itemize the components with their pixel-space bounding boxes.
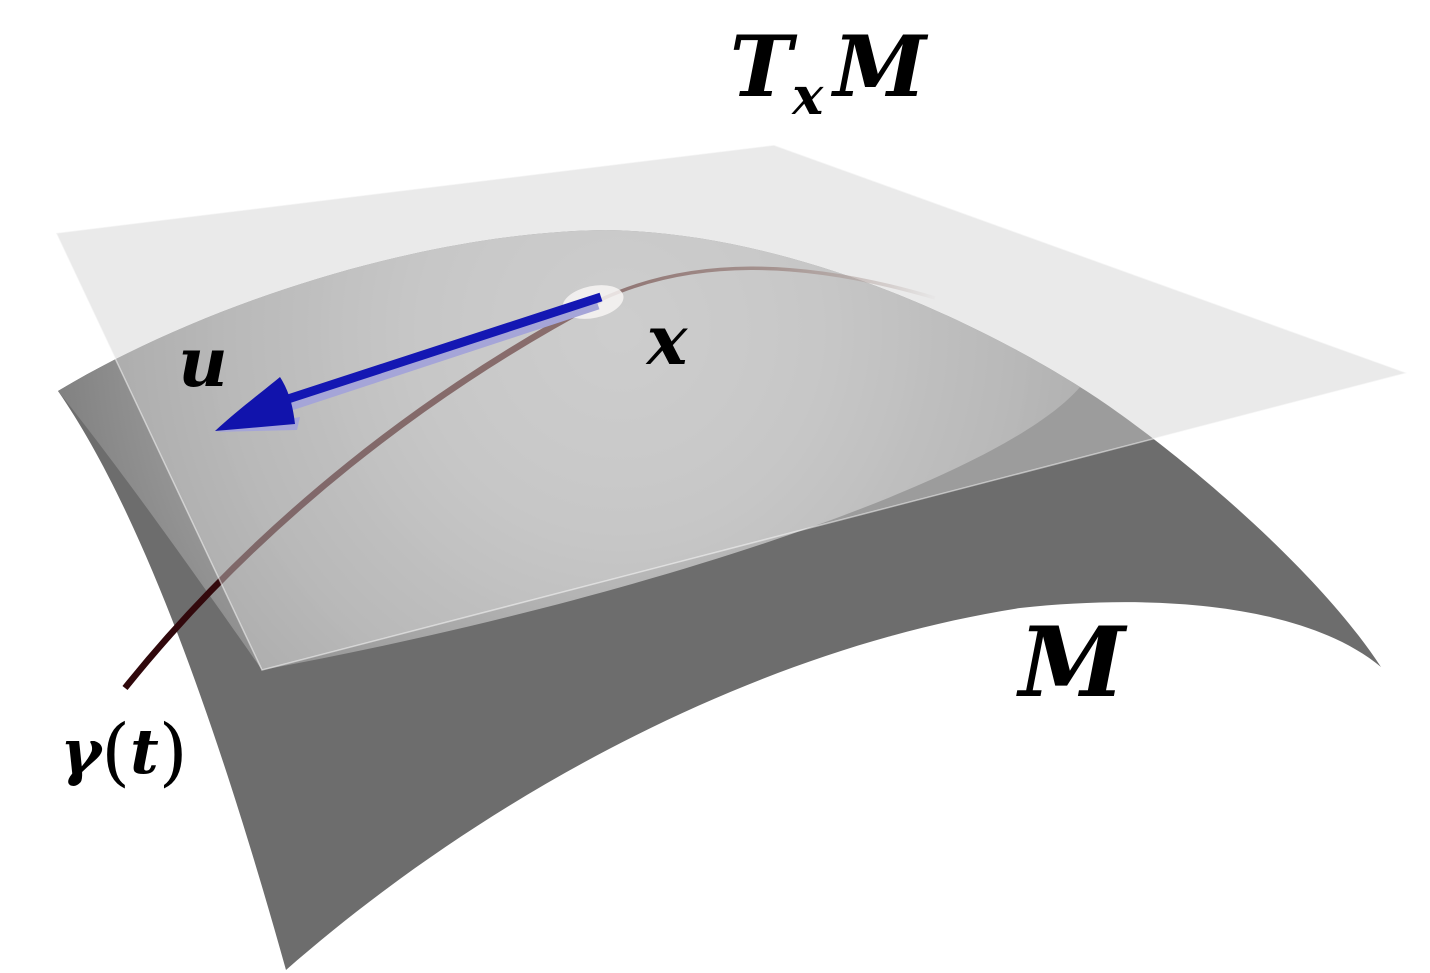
t-symbol: t — [130, 715, 159, 788]
arrow-underside — [286, 300, 600, 412]
arrow-head — [215, 377, 295, 431]
gamma-symbol: γ — [60, 715, 102, 788]
curve-gamma-path — [122, 297, 602, 691]
manifold-top-surface — [58, 230, 1080, 670]
tangent-space-label: Tx M — [730, 25, 927, 123]
close-paren: ) — [158, 709, 188, 795]
tangent-space-T: T — [729, 17, 793, 116]
point-x-label: x — [646, 301, 688, 381]
curve-gamma-label: γ(t) — [60, 715, 187, 789]
tangent-space-subscript: x — [792, 66, 824, 127]
arrow-shaft — [286, 292, 603, 404]
manifold-label: M — [1018, 606, 1126, 719]
vector-u-label: u — [178, 323, 228, 403]
tangent-space-M: M — [833, 17, 927, 116]
tangent-plane — [54, 144, 1410, 671]
curve-gamma-fade — [599, 266, 936, 302]
open-paren: ( — [101, 709, 131, 795]
